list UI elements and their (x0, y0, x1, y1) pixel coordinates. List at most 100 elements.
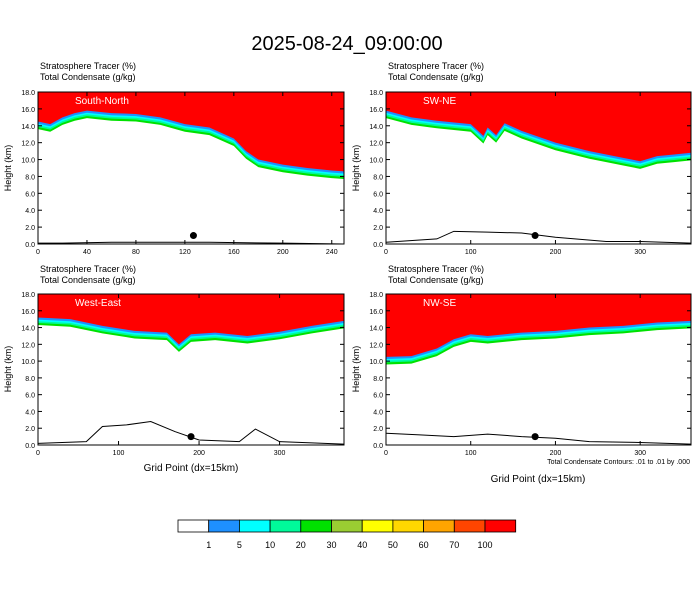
page-title: 2025-08-24_09:00:00 (251, 33, 442, 55)
y-tick-label: 2.0 (25, 225, 35, 232)
y-tick-label: 18.0 (21, 90, 35, 97)
colorbar-swatch (361, 519, 394, 533)
colorbar-swatch (300, 519, 332, 533)
panel-4-ylabel: Height (km) (351, 346, 361, 393)
x-tick-label: 160 (228, 249, 240, 256)
y-tick-label: 0.0 (25, 242, 35, 249)
colorbar-label: 60 (419, 540, 429, 550)
x-tick-label: 200 (550, 249, 562, 256)
panel-1-line2: Total Condensate (g/kg) (40, 72, 136, 82)
x-tick-label: 300 (634, 249, 646, 256)
panel-sw-ne: Stratosphere Tracer (%) Total Condensate… (351, 61, 692, 256)
panel-3-ylabel: Height (km) (3, 346, 13, 393)
y-tick-label: 2.0 (373, 225, 383, 232)
y-tick-label: 14.0 (21, 124, 35, 131)
y-tick-label: 0.0 (25, 443, 35, 450)
y-tick-label: 6.0 (25, 191, 35, 198)
colorbar-label: 70 (449, 540, 459, 550)
x-tick-label: 200 (193, 450, 205, 457)
panel-label: West-East (75, 298, 121, 309)
tracer-core (38, 294, 344, 345)
y-tick-label: 0.0 (373, 443, 383, 450)
panel-4-plot: NW-SE 0.0 2.0 4.0 6.0 8.0 10.0 12.0 14.0 16.0 18.0… (369, 292, 692, 457)
x-tick-label: 200 (277, 249, 289, 256)
y-tick-label: 18.0 (369, 90, 383, 97)
panel-3-field (38, 294, 344, 445)
colorbar-label: 40 (357, 540, 367, 550)
panel-2-line1: Stratosphere Tracer (%) (388, 61, 484, 71)
panel-label: SW-NE (423, 96, 456, 107)
y-tick-label: 8.0 (373, 376, 383, 383)
y-tick-label: 12.0 (369, 342, 383, 349)
y-tick-label: 14.0 (369, 326, 383, 333)
y-tick-label: 16.0 (21, 107, 35, 114)
panel-west-east: Stratosphere Tracer (%) Total Condensate… (3, 264, 345, 457)
plot-frame (37, 91, 345, 245)
colorbar-label: 20 (296, 540, 306, 550)
location-marker (531, 232, 539, 240)
xlabel-right: Grid Point (dx=15km) (491, 474, 586, 485)
colorbar-swatch (453, 519, 486, 533)
terrain-line (38, 420, 344, 445)
y-tick-label: 8.0 (25, 174, 35, 181)
x-tick-label: 0 (36, 450, 40, 457)
colorbar-swatch (423, 519, 455, 533)
y-tick-label: 16.0 (21, 309, 35, 316)
tracer-core (38, 92, 344, 172)
tracer-core (386, 294, 691, 357)
x-tick-label: 40 (83, 249, 91, 256)
y-tick-label: 10.0 (21, 158, 35, 165)
terrain-line (386, 230, 691, 244)
panel-1-ylabel: Height (km) (3, 145, 13, 192)
colorbar-label: 10 (265, 540, 275, 550)
x-tick-label: 0 (36, 249, 40, 256)
plot-frame (385, 293, 692, 446)
x-tick-label: 100 (465, 450, 477, 457)
y-tick-label: 4.0 (25, 409, 35, 416)
colorbar-swatch (269, 519, 302, 533)
panel-1-plot: South-North 0.0 2.0 4.0 6.0 8.0 10.0 12.0 14.0 16… (21, 90, 345, 256)
x-tick-label: 300 (634, 450, 646, 457)
colorbar-label: 100 (477, 540, 492, 550)
colorbar-label: 1 (206, 540, 211, 550)
panel-label: NW-SE (423, 298, 456, 309)
panel-3-line1: Stratosphere Tracer (%) (40, 264, 136, 274)
y-tick-label: 14.0 (369, 124, 383, 131)
y-tick-label: 6.0 (373, 393, 383, 400)
x-tick-label: 200 (550, 450, 562, 457)
y-tick-label: 12.0 (21, 141, 35, 148)
y-tick-label: 18.0 (21, 292, 35, 299)
y-tick-label: 18.0 (369, 292, 383, 299)
y-tick-label: 4.0 (373, 208, 383, 215)
tracer-core (386, 92, 691, 162)
panel-2-field (386, 92, 691, 244)
x-tick-label: 0 (384, 249, 388, 256)
colorbar-label: 5 (237, 540, 242, 550)
panel-2-plot: SW-NE 0.0 2.0 4.0 6.0 8.0 10.0 12.0 14.0 16.0 18.0… (369, 90, 692, 256)
y-tick-label: 2.0 (373, 426, 383, 433)
plot-frame (37, 293, 345, 446)
xlabel-left: Grid Point (dx=15km) (144, 463, 239, 474)
y-tick-label: 8.0 (373, 174, 383, 181)
location-marker (189, 232, 197, 240)
y-tick-label: 6.0 (25, 393, 35, 400)
colorbar-swatch (238, 519, 271, 533)
x-tick-label: 240 (326, 249, 338, 256)
y-tick-label: 14.0 (21, 326, 35, 333)
footnote: Total Condensate Contours: .01 to .01 by… (547, 459, 690, 466)
plot-frame (385, 91, 692, 245)
y-tick-label: 16.0 (369, 107, 383, 114)
panel-4-line1: Stratosphere Tracer (%) (388, 264, 484, 274)
y-tick-label: 12.0 (369, 141, 383, 148)
x-tick-label: 80 (132, 249, 140, 256)
y-tick-label: 10.0 (21, 359, 35, 366)
x-tick-label: 100 (465, 249, 477, 256)
panel-3-plot: West-East 0.0 2.0 4.0 6.0 8.0 10.0 12.0 14.0 16.0… (21, 292, 345, 457)
y-tick-label: 4.0 (25, 208, 35, 215)
panel-2-line2: Total Condensate (g/kg) (388, 72, 484, 82)
x-tick-label: 300 (274, 450, 286, 457)
y-tick-label: 4.0 (373, 409, 383, 416)
y-tick-label: 8.0 (25, 376, 35, 383)
location-marker (531, 433, 539, 441)
colorbar-swatch (392, 519, 424, 533)
